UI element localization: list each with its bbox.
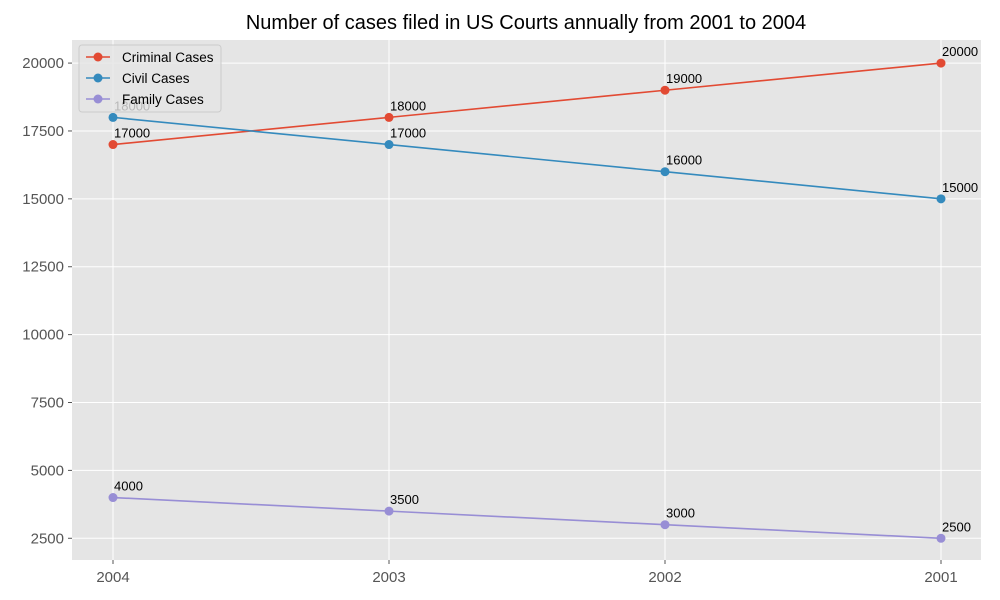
- y-tick-label: 15000: [22, 191, 64, 208]
- family-cases-data-label: 2500: [942, 519, 971, 534]
- y-tick-label: 7500: [31, 395, 64, 412]
- x-tick-label: 2004: [96, 569, 129, 586]
- civil-cases-data-label: 15000: [942, 180, 978, 195]
- criminal-cases-data-label: 19000: [666, 71, 702, 86]
- criminal-cases-data-label: 17000: [114, 126, 150, 141]
- legend: Criminal Cases Civil Cases Family Cases: [78, 44, 222, 113]
- series-lines: [108, 58, 946, 543]
- civil-cases-data-label: 16000: [666, 153, 702, 168]
- family-cases-point: [108, 493, 118, 503]
- legend-marker: [93, 94, 103, 104]
- x-tick-label: 2003: [372, 569, 405, 586]
- data-labels: 1700018000190002000018000170001600015000…: [114, 44, 978, 534]
- grid-lines: [72, 40, 981, 560]
- legend-label: Family Cases: [122, 92, 204, 107]
- family-cases-data-label: 3500: [390, 492, 419, 507]
- criminal-cases-data-label: 20000: [942, 44, 978, 59]
- x-axis-ticks: 2004 2003 2002 2001: [96, 560, 958, 586]
- legend-box: [78, 44, 222, 113]
- family-cases-data-label: 4000: [114, 479, 143, 494]
- criminal-cases-point: [660, 85, 670, 95]
- criminal-cases-data-label: 18000: [390, 98, 426, 113]
- family-cases-line: [112, 496, 942, 540]
- family-cases-point: [936, 533, 946, 543]
- family-cases-point: [660, 520, 670, 530]
- civil-cases-point: [108, 112, 118, 122]
- y-tick-label: 5000: [31, 462, 64, 479]
- family-cases-point: [384, 506, 394, 516]
- legend-label: Civil Cases: [122, 71, 190, 86]
- legend-marker: [93, 73, 103, 83]
- criminal-cases-point: [936, 58, 946, 68]
- x-tick-label: 2001: [924, 569, 957, 586]
- y-tick-label: 20000: [22, 55, 64, 72]
- y-tick-label: 10000: [22, 327, 64, 344]
- y-tick-label: 12500: [22, 259, 64, 276]
- civil-cases-data-label: 17000: [390, 126, 426, 141]
- legend-marker: [93, 52, 103, 62]
- civil-cases-point: [936, 194, 946, 204]
- y-axis-ticks: 2500 5000 7500 10000 12500 15000 17500 20000: [22, 55, 72, 547]
- civil-cases-point: [660, 167, 670, 177]
- family-cases-data-label: 3000: [666, 506, 695, 521]
- criminal-cases-point: [384, 112, 394, 122]
- y-tick-label: 2500: [31, 530, 64, 547]
- criminal-cases-point: [108, 140, 118, 150]
- civil-cases-point: [384, 140, 394, 150]
- plot-background: [72, 40, 981, 560]
- x-tick-label: 2002: [648, 569, 681, 586]
- chart-title: Number of cases filed in US Courts annua…: [246, 12, 806, 34]
- civil-cases-line: [112, 116, 942, 200]
- y-tick-label: 17500: [22, 123, 64, 140]
- legend-label: Criminal Cases: [122, 50, 214, 65]
